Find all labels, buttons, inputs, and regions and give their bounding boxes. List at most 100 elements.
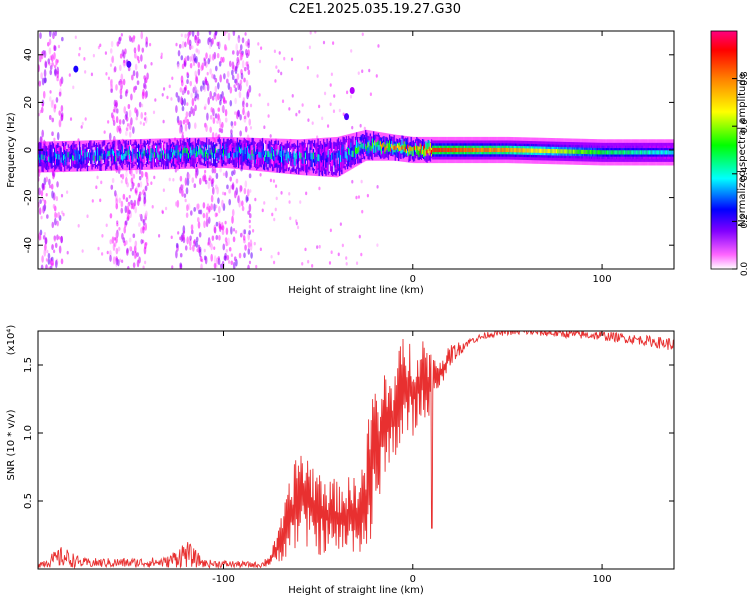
- heatmap-speck: [186, 71, 189, 76]
- heatmap-cell: [172, 152, 174, 158]
- heatmap-cell: [500, 147, 502, 153]
- heatmap-speck: [248, 118, 252, 126]
- heatmap-cell: [327, 150, 330, 166]
- heatmap-speck: [49, 69, 53, 76]
- heatmap-speck: [245, 102, 249, 108]
- heatmap-cell: [81, 150, 83, 156]
- heatmap-speck: [274, 207, 277, 212]
- heatmap-speck: [237, 38, 241, 44]
- heatmap-cell: [519, 148, 521, 153]
- heatmap-speck: [235, 187, 239, 196]
- heatmap-cell: [420, 146, 423, 155]
- heatmap-speck: [280, 191, 283, 195]
- heatmap-cell: [200, 150, 202, 162]
- heatmap-cell: [108, 150, 110, 157]
- heatmap-cell: [175, 152, 177, 159]
- heatmap-cell: [354, 147, 357, 154]
- heatmap-cell: [179, 153, 182, 159]
- heatmap-speck: [131, 74, 134, 81]
- heatmap-cell: [380, 144, 383, 150]
- heatmap-cell: [617, 150, 619, 155]
- heatmap-speck: [119, 64, 122, 72]
- heatmap-cell: [91, 149, 93, 155]
- heatmap-speck: [252, 228, 255, 233]
- heatmap-cell: [463, 147, 466, 153]
- heatmap-speck: [200, 258, 204, 263]
- heatmap-cell: [292, 152, 294, 159]
- heatmap-speck: [133, 51, 137, 59]
- heatmap-speck: [132, 262, 136, 269]
- heatmap-speck: [328, 261, 332, 265]
- heatmap-cell: [235, 152, 238, 158]
- heatmap-cell: [254, 153, 257, 160]
- heatmap-speck: [247, 110, 250, 118]
- heatmap-cell: [194, 152, 197, 159]
- heatmap-cell: [567, 149, 569, 154]
- heatmap-cell: [366, 145, 368, 151]
- heatmap-cell: [141, 152, 143, 158]
- heatmap-cell: [110, 147, 113, 159]
- heatmap-cell: [278, 150, 281, 164]
- heatmap-speck: [184, 86, 187, 91]
- heatmap-speck: [140, 31, 144, 40]
- heatmap-cell: [145, 152, 148, 159]
- heatmap-speck: [236, 50, 239, 57]
- heatmap-cell: [365, 143, 367, 149]
- spectrogram-y-ticks: -40 -20 0 20 40: [23, 48, 674, 253]
- colorbar-gradient: [710, 30, 738, 270]
- heatmap-speck: [245, 61, 249, 67]
- heatmap-speck: [184, 198, 187, 203]
- heatmap-speck: [196, 36, 200, 44]
- heatmap-speck: [208, 240, 212, 248]
- heatmap-speck: [99, 43, 102, 48]
- heatmap-cell: [416, 148, 418, 153]
- heatmap-speck: [134, 107, 137, 114]
- heatmap-cell: [430, 149, 433, 155]
- heatmap-speck: [208, 42, 212, 50]
- heatmap-speck: [321, 116, 324, 121]
- heatmap-cell: [643, 150, 645, 155]
- heatmap-speck: [244, 244, 247, 251]
- heatmap-cell: [122, 155, 124, 161]
- heatmap-cell: [426, 149, 428, 154]
- heatmap-cell: [67, 152, 69, 158]
- heatmap-cell: [82, 156, 84, 162]
- heatmap-speck: [243, 187, 247, 195]
- heatmap-cell: [644, 150, 646, 155]
- heatmap-speck: [309, 31, 312, 35]
- heatmap-speck: [189, 246, 192, 251]
- heatmap-cell: [351, 150, 353, 157]
- heatmap-speck: [210, 253, 213, 262]
- heatmap-speck: [243, 252, 246, 259]
- heatmap-cell: [116, 150, 118, 156]
- heatmap-cell: [40, 154, 42, 160]
- heatmap-speck: [179, 87, 183, 93]
- heatmap-cell: [248, 152, 250, 159]
- snr-panel: -100 0 100 0.5 1.0 1.5 Height of straight li…: [6, 325, 675, 596]
- heatmap-speck: [184, 41, 187, 48]
- heatmap-speck: [81, 249, 84, 253]
- heatmap-speck: [283, 56, 286, 61]
- heatmap-cell: [545, 148, 548, 154]
- heatmap-cell: [501, 147, 503, 153]
- heatmap-cell: [100, 151, 102, 157]
- heatmap-cell: [187, 153, 190, 159]
- heatmap-speck: [185, 212, 189, 218]
- heatmap-speck: [133, 47, 137, 54]
- heatmap-cell: [625, 150, 627, 155]
- heatmap-cell: [656, 150, 659, 155]
- heatmap-speck: [213, 226, 217, 234]
- heatmap-cell: [326, 155, 328, 163]
- heatmap-speck: [194, 34, 197, 44]
- heatmap-cell: [128, 146, 131, 157]
- heatmap-speck: [140, 170, 144, 178]
- heatmap-cell: [39, 157, 41, 163]
- heatmap-speck: [190, 210, 193, 216]
- heatmap-speck: [139, 181, 143, 188]
- heatmap-speck: [228, 60, 232, 67]
- heatmap-speck: [223, 255, 227, 261]
- heatmap-cell: [369, 145, 372, 151]
- heatmap-speck: [181, 131, 184, 136]
- heatmap-cell: [586, 149, 588, 155]
- heatmap-speck: [221, 199, 224, 208]
